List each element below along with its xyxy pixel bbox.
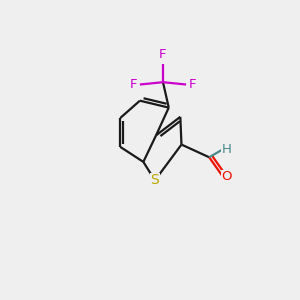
Text: F: F [130,78,137,91]
Text: O: O [221,170,232,183]
Text: F: F [159,48,167,61]
Text: F: F [189,78,196,91]
Text: H: H [222,143,232,156]
Text: S: S [151,173,159,188]
